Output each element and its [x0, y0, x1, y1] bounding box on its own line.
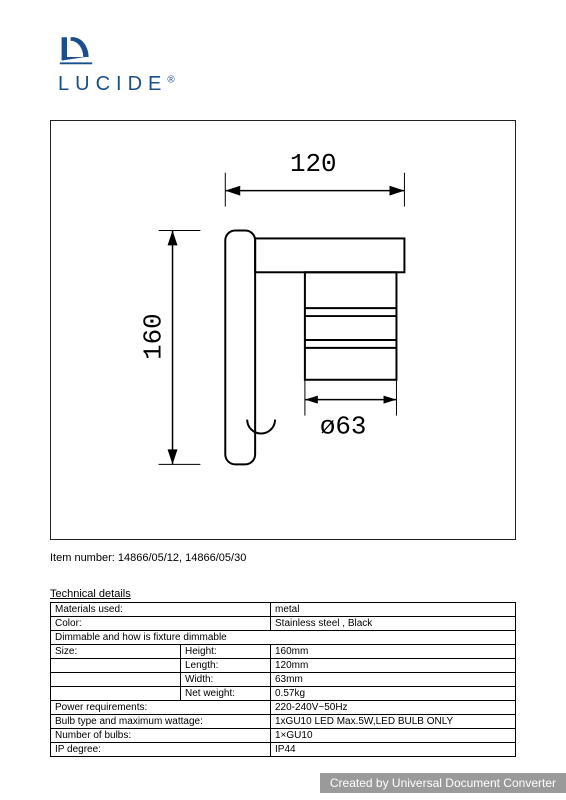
svg-text:120: 120	[290, 149, 337, 179]
table-row: Size:Height:160mm	[51, 645, 516, 659]
dim-width: 120	[225, 149, 404, 207]
table-row: Number of bulbs:1×GU10	[51, 729, 516, 743]
table-row: Dimmable and how is fixture dimmable	[51, 631, 516, 645]
brand-logo: LUCIDE®	[58, 30, 175, 96]
svg-text:ø63: ø63	[320, 412, 367, 442]
converter-badge: Created by Universal Document Converter	[320, 773, 566, 793]
table-row: Width:63mm	[51, 673, 516, 687]
table-row: IP degree:IP44	[51, 743, 516, 757]
table-row: Power requirements:220-240V~50Hz	[51, 701, 516, 715]
table-row: Bulb type and maximum wattage:1xGU10 LED…	[51, 715, 516, 729]
technical-diagram: 120 160	[50, 120, 516, 540]
table-row: Length:120mm	[51, 659, 516, 673]
spec-table: Materials used:metalColor:Stainless stee…	[50, 602, 516, 757]
svg-text:160: 160	[139, 313, 169, 360]
item-number: Item number: 14866/05/12, 14866/05/30	[50, 552, 246, 564]
table-row: Net weight:0.57kg	[51, 687, 516, 701]
dim-height: 160	[139, 230, 201, 464]
brand-name: LUCIDE®	[58, 73, 175, 96]
table-row: Materials used:metal	[51, 603, 516, 617]
technical-details-heading: Technical details	[50, 588, 131, 600]
fixture-side	[225, 230, 404, 464]
dim-diameter: ø63	[305, 380, 397, 442]
table-row: Color:Stainless steel , Black	[51, 617, 516, 631]
lucide-logo-icon	[58, 30, 94, 66]
